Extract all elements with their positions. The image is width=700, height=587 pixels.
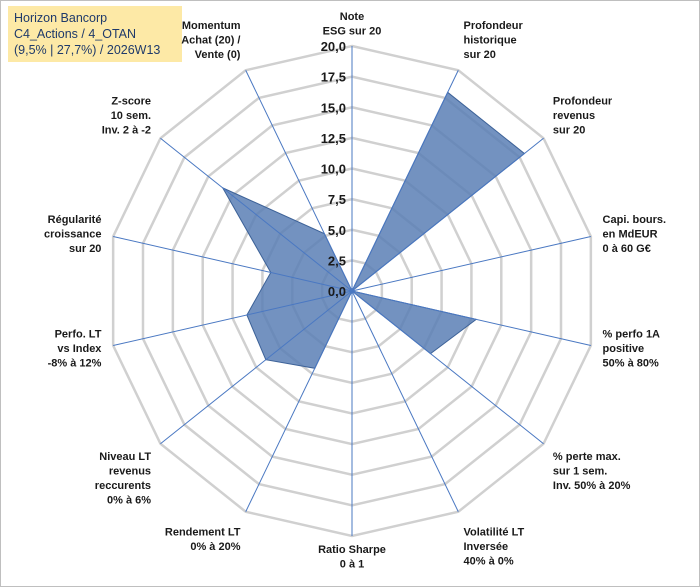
axis-label-11: Régularité croissance sur 20 [44, 214, 101, 255]
axis-label-line: Momentum [182, 20, 241, 32]
axis-label-line: sur 20 [553, 124, 585, 136]
axis-spoke-4 [351, 290, 591, 347]
axis-label-line: Rendement LT [165, 527, 241, 539]
axis-label-line: 50% à 80% [603, 357, 659, 369]
tick-label: 12,5 [321, 131, 346, 146]
axis-spoke-1 [351, 70, 459, 292]
axis-label-line: revenus [553, 110, 595, 122]
period-stats: (9,5% | 27,7%) / 2026W13 [14, 43, 161, 57]
axis-spoke-8 [245, 290, 353, 512]
axis-label-line: % perte max. [553, 451, 621, 463]
axis-spoke-3 [351, 235, 591, 292]
axis-label-line: Inv. 50% à 20% [553, 480, 631, 492]
series-area [221, 91, 526, 369]
axis-label-line: 0% à 20% [190, 541, 240, 553]
axis-label-2: Profondeur revenus sur 20 [553, 95, 613, 136]
axis-label-10: Perfo. LT vs Index -8% à 12% [48, 328, 103, 369]
axis-label-line: -8% à 12% [48, 357, 102, 369]
axis-label-line: ESG sur 20 [323, 26, 382, 38]
portfolio-path: C4_Actions / 4_OTAN [14, 27, 137, 41]
tick-label: 5,0 [328, 223, 346, 238]
axis-label-line: Inversée [464, 541, 509, 553]
axis-label-line: Vente (0) [195, 49, 241, 61]
tick-label: 15,0 [321, 100, 346, 115]
axis-label-line: Ratio Sharpe [318, 544, 386, 556]
axis-spoke-12 [160, 137, 353, 292]
axis-spoke-5 [351, 290, 544, 445]
company-name: Horizon Bancorp [14, 11, 108, 25]
axis-spoke-9 [160, 290, 353, 445]
axis-label-line: Profondeur [553, 95, 613, 107]
axis-label-line: croissance [44, 229, 101, 241]
axis-label-line: sur 20 [464, 49, 496, 61]
axis-label-line: Capi. bours. [603, 214, 667, 226]
axis-label-5: % perte max. sur 1 sem. Inv. 50% à 20% [553, 451, 631, 492]
axis-label-line: 40% à 0% [464, 556, 514, 568]
axis-label-line: Z-score [111, 95, 151, 107]
tick-label: 2,5 [328, 253, 346, 268]
axis-label-line: 0 à 60 G€ [603, 243, 651, 255]
axis-label-1: Profondeur historique sur 20 [464, 20, 524, 61]
axis-label-4: % perfo 1A positive 50% à 80% [603, 328, 661, 369]
axis-label-8: Rendement LT 0% à 20% [165, 527, 241, 554]
axis-label-line: Inv. 2 à -2 [102, 124, 151, 136]
axis-label-line: revenus [109, 466, 151, 478]
axis-label-7: Ratio Sharpe 0 à 1 [318, 544, 386, 571]
axis-label-13: Momentum Achat (20) / Vente (0) [181, 20, 241, 61]
axis-label-6: Volatilité LT Inversée 40% à 0% [464, 527, 525, 568]
tick-label: 20,0 [321, 39, 346, 54]
axis-label-line: Perfo. LT [55, 328, 102, 340]
tick-label: 17,5 [321, 70, 346, 85]
axis-spoke-10 [113, 290, 353, 347]
axis-label-line: historique [464, 34, 517, 46]
axis-spoke-11 [113, 235, 353, 292]
axis-label-line: positive [603, 343, 645, 355]
axis-label-line: en MdEUR [603, 229, 658, 241]
axis-label-0: Note ESG sur 20 [323, 11, 382, 38]
axis-label-line: % perfo 1A [603, 328, 661, 340]
axis-label-line: Régularité [48, 214, 102, 226]
tick-label: 7,5 [328, 192, 346, 207]
tick-label: 10,0 [321, 162, 346, 177]
axis-label-line: 10 sem. [111, 110, 151, 122]
axis-label-line: vs Index [57, 343, 102, 355]
axis-spoke-6 [351, 290, 459, 512]
axis-spoke-13 [245, 70, 353, 292]
axis-label-line: Profondeur [464, 20, 524, 32]
axis-label-3: Capi. bours. en MdEUR 0 à 60 G€ [603, 214, 667, 255]
axis-label-line: sur 20 [69, 243, 101, 255]
axis-label-line: 0 à 1 [340, 559, 364, 571]
axis-label-line: Achat (20) / [181, 34, 240, 46]
axis-label-line: reccurents [95, 480, 151, 492]
axis-label-line: Volatilité LT [464, 527, 525, 539]
axis-label-line: 0% à 6% [107, 495, 151, 507]
tick-label: 0,0 [328, 284, 346, 299]
axis-label-12: Z-score 10 sem. Inv. 2 à -2 [102, 95, 151, 136]
axis-label-line: sur 1 sem. [553, 466, 607, 478]
chart-title-box: Horizon Bancorp C4_Actions / 4_OTAN (9,5… [8, 6, 182, 62]
axis-label-line: Note [340, 11, 364, 23]
axis-spoke-2 [351, 137, 544, 292]
axis-label-9: Niveau LT revenus reccurents 0% à 6% [95, 451, 152, 507]
axis-label-line: Niveau LT [99, 451, 151, 463]
